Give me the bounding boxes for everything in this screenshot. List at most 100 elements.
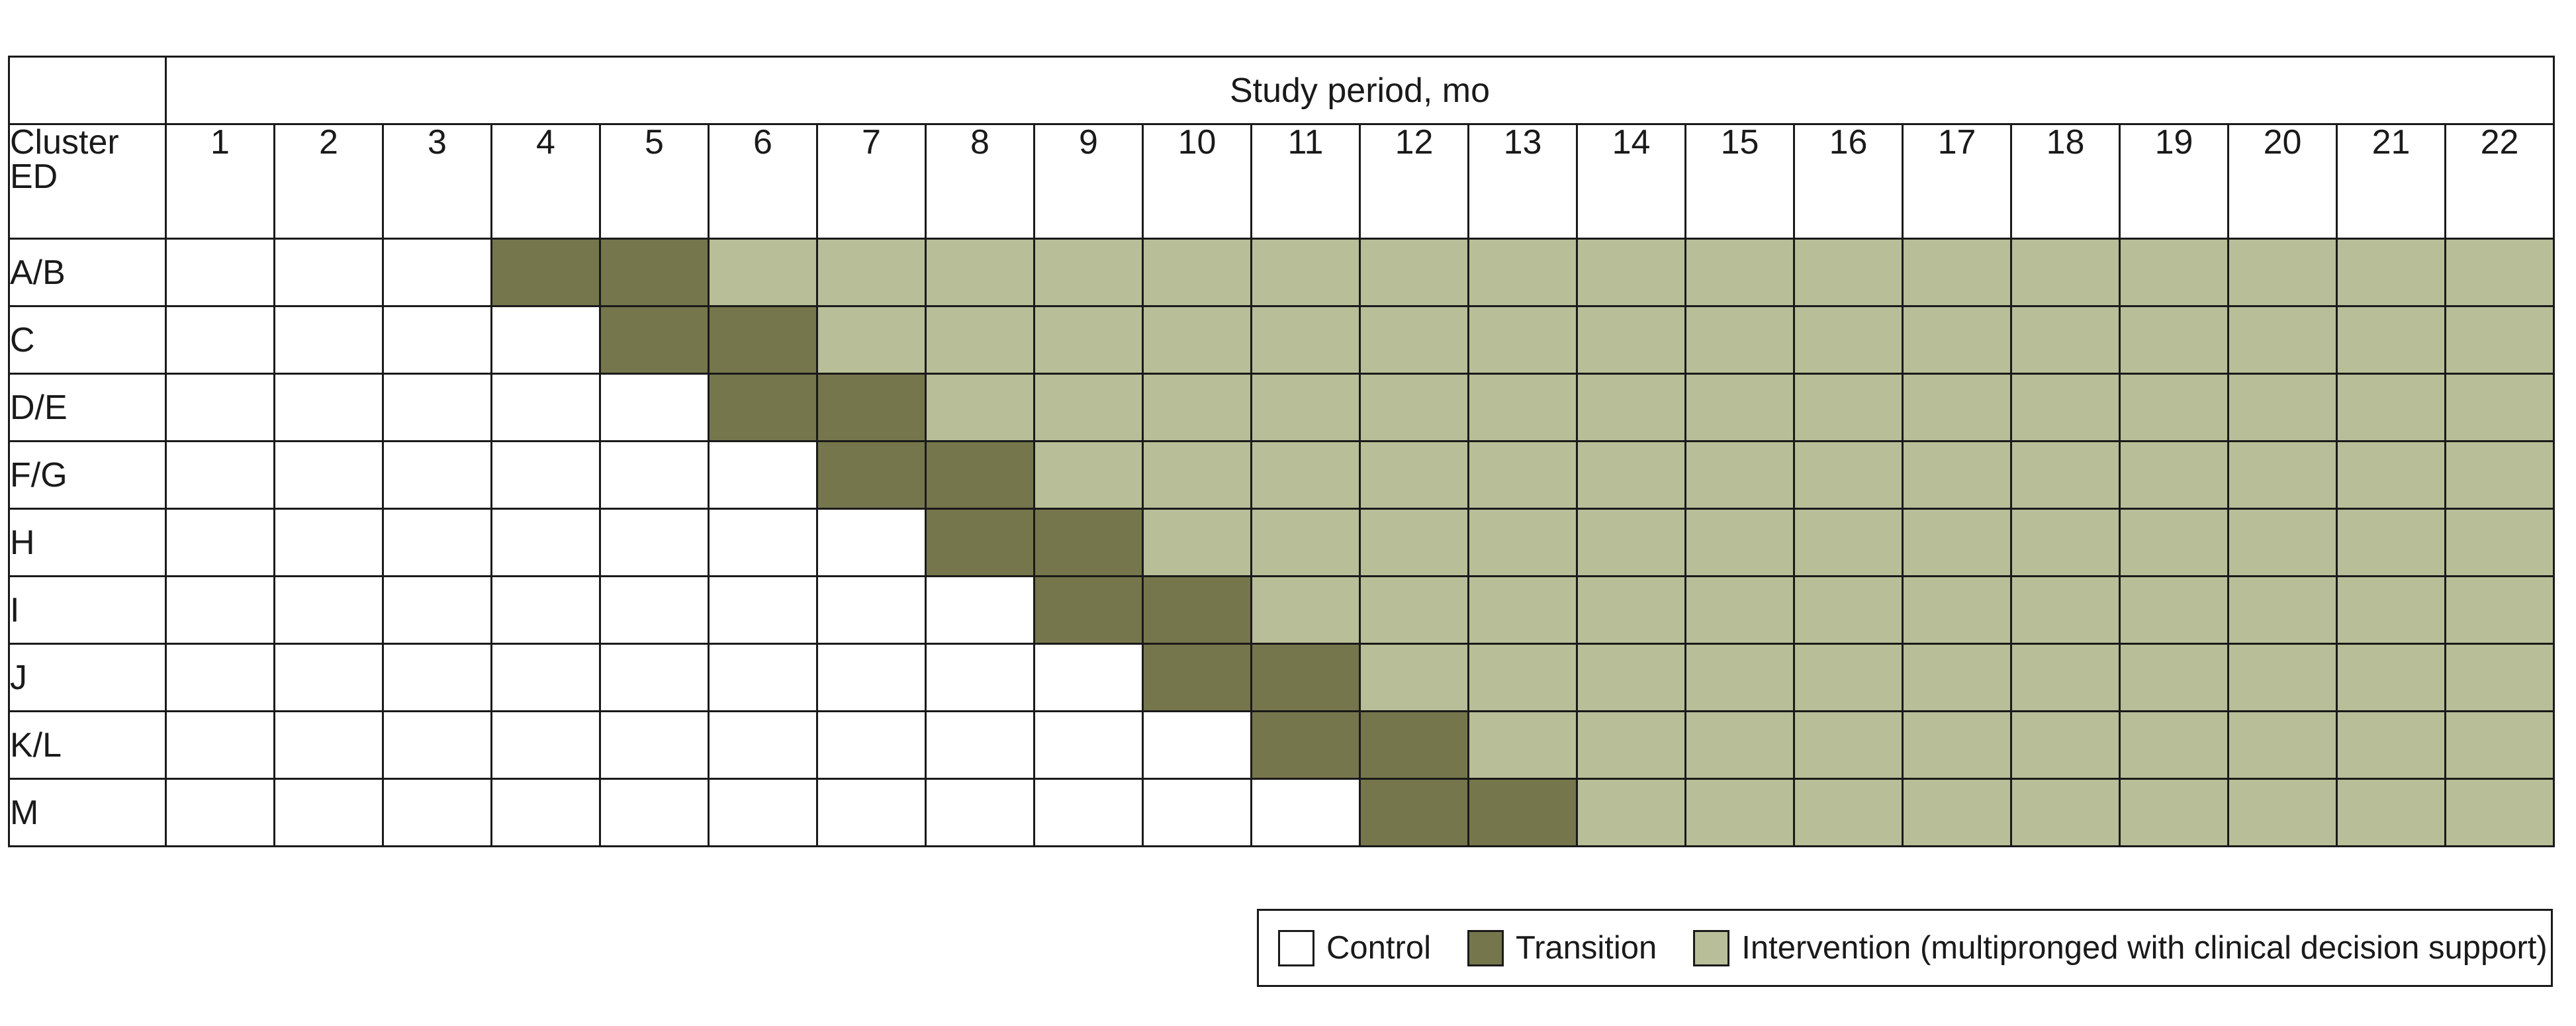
control-cell xyxy=(599,778,710,847)
legend-label-intervention: Intervention (multipronged with clinical… xyxy=(1741,930,2548,966)
intervention-cell xyxy=(1033,373,1144,442)
control-cell xyxy=(599,643,710,712)
intervention-cell xyxy=(2444,305,2555,375)
control-cell xyxy=(599,575,710,645)
intervention-cell xyxy=(2227,305,2338,375)
legend-item-control: Control xyxy=(1278,929,1431,966)
intervention-cell xyxy=(1576,305,1686,375)
intervention-cell xyxy=(2444,778,2555,847)
intervention-cell xyxy=(1576,373,1686,442)
control-cell xyxy=(273,373,384,442)
intervention-cell xyxy=(1467,643,1578,712)
intervention-cell xyxy=(2336,373,2446,442)
intervention-cell xyxy=(1793,305,1904,375)
control-cell xyxy=(925,575,1035,645)
cluster-ed-header: Cluster ED xyxy=(8,123,167,240)
intervention-cell xyxy=(1033,305,1144,375)
transition-cell xyxy=(708,373,818,442)
control-cell xyxy=(490,710,601,780)
intervention-cell xyxy=(1576,440,1686,510)
control-cell xyxy=(273,643,384,712)
cluster-label: H xyxy=(8,508,167,577)
cluster-row: F/G xyxy=(8,440,2555,510)
control-cell xyxy=(490,643,601,712)
control-cell xyxy=(708,710,818,780)
intervention-cell xyxy=(1033,238,1144,307)
month-header-2: 2 xyxy=(273,123,384,240)
intervention-cell xyxy=(2119,440,2229,510)
transition-cell xyxy=(1033,575,1144,645)
intervention-cell xyxy=(2336,305,2446,375)
intervention-cell xyxy=(1793,778,1904,847)
control-cell xyxy=(165,508,275,577)
title-row: Study period, mo xyxy=(8,56,2555,125)
intervention-cell xyxy=(1576,575,1686,645)
intervention-cell xyxy=(1142,440,1252,510)
intervention-cell xyxy=(1576,710,1686,780)
intervention-cell xyxy=(2444,643,2555,712)
intervention-cell xyxy=(1793,575,1904,645)
intervention-cell xyxy=(2444,238,2555,307)
month-header-16: 16 xyxy=(1793,123,1904,240)
intervention-cell xyxy=(1467,575,1578,645)
control-cell xyxy=(925,778,1035,847)
intervention-cell xyxy=(2227,778,2338,847)
cluster-header-line1: Cluster xyxy=(10,123,119,162)
control-cell xyxy=(382,575,492,645)
control-cell xyxy=(1033,710,1144,780)
transition-cell xyxy=(1359,710,1469,780)
intervention-cell xyxy=(2336,643,2446,712)
intervention-cell xyxy=(1902,710,2012,780)
control-cell xyxy=(490,508,601,577)
legend-label-transition: Transition xyxy=(1515,930,1657,966)
intervention-cell xyxy=(2227,710,2338,780)
intervention-cell xyxy=(1359,643,1469,712)
control-cell xyxy=(273,778,384,847)
transition-cell xyxy=(816,373,927,442)
intervention-cell xyxy=(1576,643,1686,712)
intervention-cell xyxy=(1359,305,1469,375)
control-cell xyxy=(1142,778,1252,847)
control-cell xyxy=(165,373,275,442)
intervention-cell xyxy=(1902,508,2012,577)
control-cell xyxy=(165,643,275,712)
cluster-label: D/E xyxy=(8,373,167,442)
month-header-13: 13 xyxy=(1467,123,1578,240)
control-cell xyxy=(816,643,927,712)
intervention-cell xyxy=(2119,373,2229,442)
intervention-cell xyxy=(1142,508,1252,577)
transition-cell xyxy=(1250,643,1361,712)
month-header-4: 4 xyxy=(490,123,601,240)
control-cell xyxy=(816,508,927,577)
month-header-row: Cluster ED 1 2 3 4 5 6 7 8 9 10 11 12 13 14 15 16 17 18 19… xyxy=(8,123,2555,240)
cluster-row: M xyxy=(8,778,2555,847)
intervention-cell xyxy=(1684,305,1795,375)
intervention-cell xyxy=(1467,238,1578,307)
intervention-cell xyxy=(2227,440,2338,510)
intervention-cell xyxy=(1467,508,1578,577)
cluster-row: H xyxy=(8,508,2555,577)
intervention-cell xyxy=(1902,238,2012,307)
month-header-3: 3 xyxy=(382,123,492,240)
control-cell xyxy=(1142,710,1252,780)
control-cell xyxy=(599,440,710,510)
intervention-cell xyxy=(2336,710,2446,780)
intervention-cell xyxy=(2227,373,2338,442)
intervention-cell xyxy=(1576,238,1686,307)
intervention-cell xyxy=(2010,238,2121,307)
transition-cell xyxy=(708,305,818,375)
cluster-row: A/B xyxy=(8,238,2555,307)
intervention-cell xyxy=(2227,643,2338,712)
intervention-cell xyxy=(2010,305,2121,375)
intervention-cell xyxy=(1902,305,2012,375)
transition-cell xyxy=(1142,643,1252,712)
month-header-14: 14 xyxy=(1576,123,1686,240)
intervention-cell xyxy=(1359,373,1469,442)
intervention-cell xyxy=(1250,508,1361,577)
intervention-cell xyxy=(1576,778,1686,847)
corner-cell xyxy=(8,56,167,125)
intervention-cell xyxy=(2010,778,2121,847)
transition-cell xyxy=(816,440,927,510)
intervention-cell xyxy=(2010,643,2121,712)
intervention-cell xyxy=(2227,238,2338,307)
